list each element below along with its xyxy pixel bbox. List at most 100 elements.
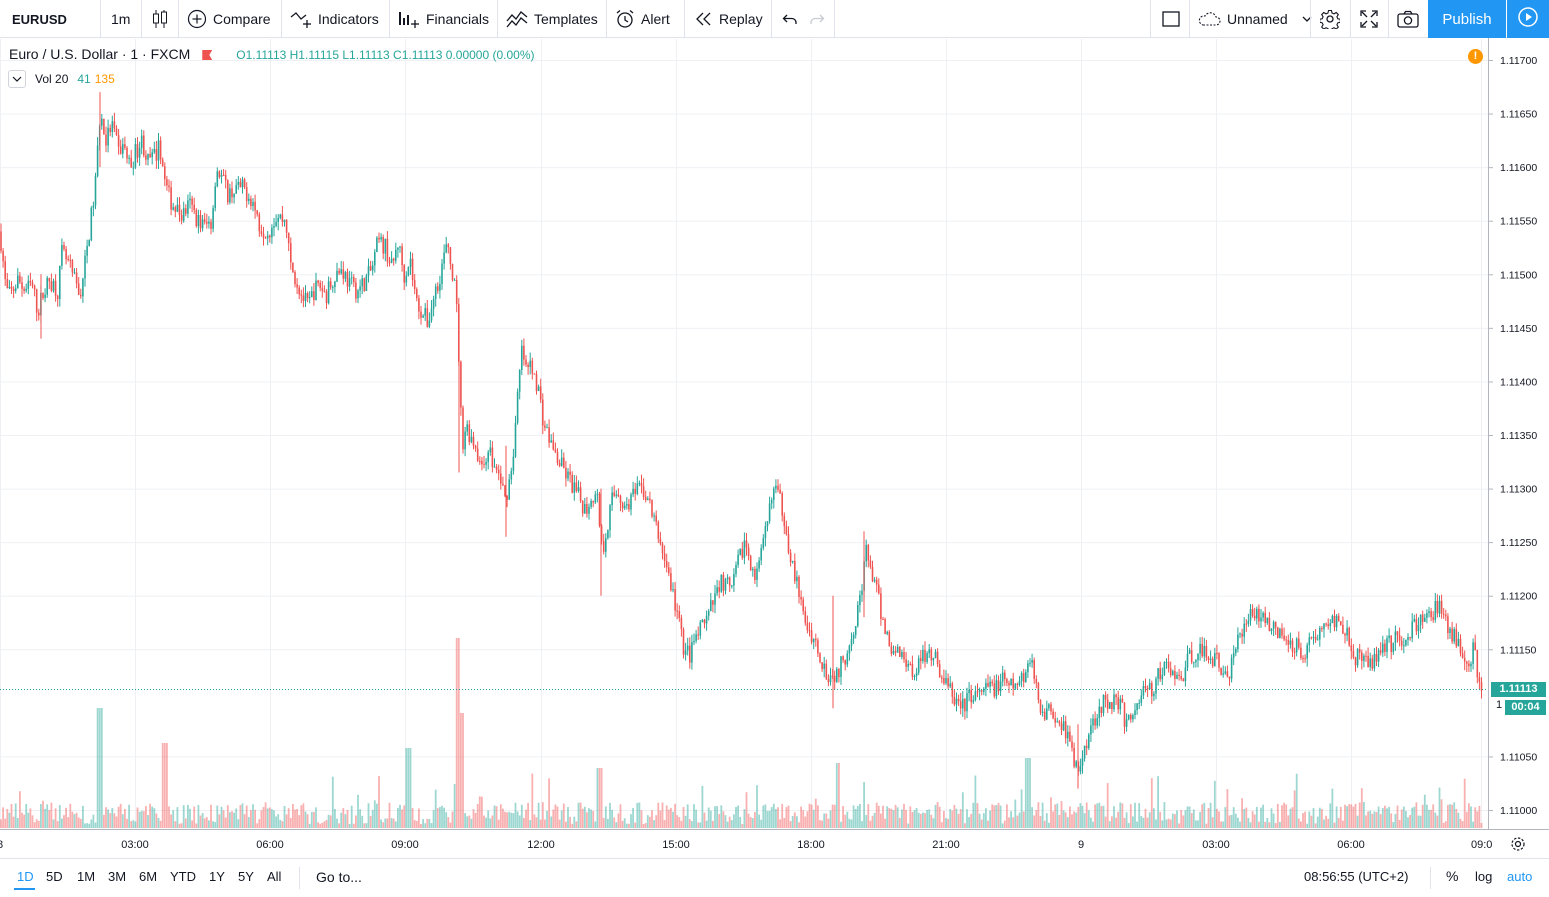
range-3m-button[interactable]: 3M <box>108 869 127 884</box>
range-5y-button[interactable]: 5Y <box>238 869 254 884</box>
volume-bar <box>124 808 126 828</box>
templates-button[interactable]: Templates <box>506 0 598 38</box>
last-price-label: 1.11113 <box>1491 682 1546 697</box>
candle-body <box>686 645 689 651</box>
price-chart[interactable]: 1.117001.116501.116001.115501.115001.114… <box>0 38 1549 858</box>
volume-bar <box>1400 809 1403 828</box>
collapse-legend-button[interactable] <box>8 70 26 88</box>
candle-body <box>1222 673 1224 675</box>
volume-bar <box>844 814 847 828</box>
candle-body <box>527 364 529 368</box>
range-all-button[interactable]: All <box>267 869 282 884</box>
range-1d-button[interactable]: 1D <box>17 869 34 884</box>
publish-options-button[interactable] <box>1507 0 1549 38</box>
candle-body <box>913 676 916 678</box>
range-1m-button[interactable]: 1M <box>77 869 96 884</box>
volume-bar <box>1323 819 1325 828</box>
flag-icon[interactable] <box>202 50 213 60</box>
toolbar-divider <box>1350 0 1351 38</box>
candle-body <box>630 494 632 510</box>
warning-icon[interactable]: ! <box>1468 49 1483 64</box>
price-axis[interactable]: 1.117001.116501.116001.115501.115001.114… <box>1488 55 1537 817</box>
candle-body <box>493 466 496 468</box>
range-5d-button[interactable]: 5D <box>46 869 63 884</box>
candle-body <box>655 515 657 522</box>
volume-bar <box>567 807 569 828</box>
candle-body <box>1178 674 1180 676</box>
volume-bar <box>947 818 949 828</box>
candle-body <box>825 663 828 680</box>
auto-scale-button[interactable]: auto <box>1507 869 1533 884</box>
range-ytd-button[interactable]: YTD <box>170 869 196 884</box>
volume-bar <box>1052 811 1054 828</box>
volume-bar <box>1371 813 1374 828</box>
volume-bar <box>260 810 263 828</box>
axis-settings-button[interactable] <box>1511 837 1525 851</box>
candle-body <box>1363 655 1365 661</box>
candle-body <box>294 271 296 285</box>
percent-scale-button[interactable]: % <box>1446 868 1459 884</box>
candle-body <box>848 645 851 654</box>
range-1y-button[interactable]: 1Y <box>209 869 225 884</box>
candle-body <box>319 282 321 288</box>
volume-bar <box>1171 813 1174 828</box>
candle-body <box>428 320 431 327</box>
candle-body <box>775 485 777 489</box>
candle-body <box>216 171 219 187</box>
financials-button[interactable]: Financials <box>398 0 489 38</box>
redo-button[interactable] <box>809 0 825 38</box>
candle-body <box>119 146 122 154</box>
time-axis[interactable]: 8 03:00 06:00 09:00 12:00 15:00 18:00 21:00 9 03:… <box>0 839 1492 851</box>
toolbar-divider <box>1150 0 1151 38</box>
candle-body <box>899 646 901 657</box>
candle-body <box>231 188 233 198</box>
volume-bar <box>189 808 191 828</box>
candle-body <box>266 235 269 239</box>
range-6m-button[interactable]: 6M <box>139 869 158 884</box>
candle-body <box>422 315 424 318</box>
settings-button[interactable] <box>1320 0 1340 38</box>
volume-bar <box>1356 815 1359 828</box>
volume-bar <box>1377 806 1380 828</box>
volume-bar <box>701 785 704 828</box>
candle-body <box>1249 609 1252 621</box>
volume-bar <box>132 820 135 828</box>
volume-bar <box>1058 815 1061 828</box>
candle-body <box>1302 657 1304 659</box>
candle-body <box>258 214 261 232</box>
volume-bar <box>859 803 861 828</box>
publish-button[interactable]: Publish <box>1428 0 1506 38</box>
volume-bar <box>619 804 622 828</box>
log-scale-button[interactable]: log <box>1475 869 1493 884</box>
candle-body <box>103 118 105 135</box>
compare-button[interactable]: Compare <box>187 0 271 38</box>
candle-body <box>506 496 508 500</box>
candle-body <box>168 185 170 188</box>
interval-button[interactable]: 1m <box>111 11 131 27</box>
snapshot-button[interactable] <box>1397 0 1419 38</box>
timezone-clock[interactable]: 08:56:55 (UTC+2) <box>1304 869 1409 884</box>
volume-bar <box>392 818 395 828</box>
volume-bar <box>306 814 309 828</box>
save-layout-button[interactable]: Unnamed <box>1197 0 1312 38</box>
symbol-search-button[interactable]: EURUSD <box>12 11 67 27</box>
volume-bar <box>1159 811 1162 828</box>
go-to-date-button[interactable]: Go to... <box>316 869 362 885</box>
volume-bar <box>58 805 61 828</box>
volume-bar <box>1027 758 1029 828</box>
alarm-clock-icon <box>615 9 635 29</box>
layout-button[interactable] <box>1161 0 1181 38</box>
chart-type-button[interactable] <box>151 0 169 38</box>
volume-bar <box>1186 806 1189 828</box>
fullscreen-button[interactable] <box>1360 0 1378 38</box>
volume-bar <box>665 805 668 828</box>
volume-bar <box>29 808 32 828</box>
undo-button[interactable] <box>782 0 798 38</box>
volume-bar <box>930 814 933 828</box>
alert-button[interactable]: Alert <box>615 0 670 38</box>
candle-body <box>674 589 676 611</box>
indicators-button[interactable]: Indicators <box>290 0 379 38</box>
replay-button[interactable]: Replay <box>695 0 763 38</box>
volume-bar <box>256 823 259 828</box>
symbol-description[interactable]: Euro / U.S. Dollar · 1 · FXCM <box>9 46 191 62</box>
